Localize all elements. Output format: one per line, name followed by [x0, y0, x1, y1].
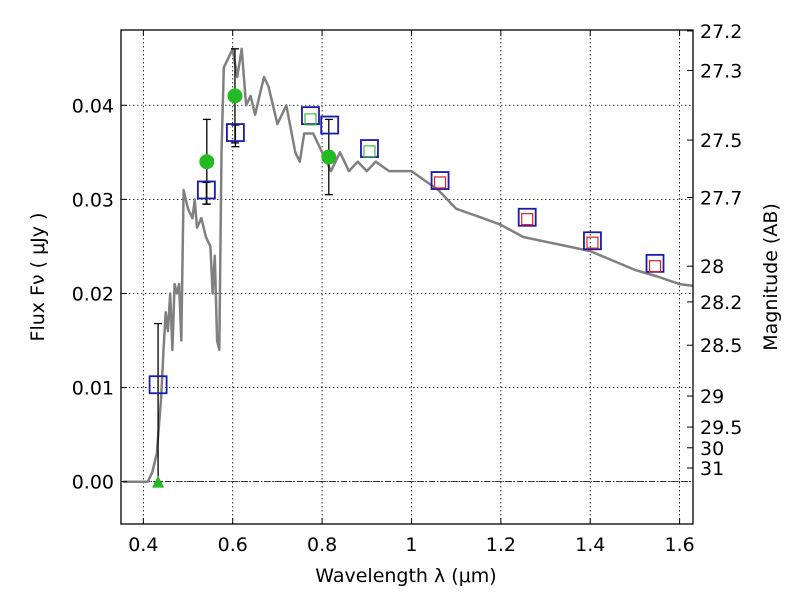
- blue-square-point: [196, 180, 216, 200]
- grid-lines: [121, 30, 693, 524]
- x-tick-label: 1.4: [575, 534, 605, 556]
- inner-square-point: [586, 236, 599, 249]
- y-tick-label: 0.00: [72, 472, 114, 494]
- right-tick-label: 28.2: [700, 292, 742, 314]
- model-sed-line: [123, 47, 694, 483]
- x-tick-label: 0.6: [218, 534, 248, 556]
- right-tick-label: 29: [700, 386, 724, 408]
- blue-square-point: [517, 207, 537, 227]
- inner-square-point: [648, 260, 662, 273]
- blue-square-point: [320, 115, 340, 135]
- green-circle-point: [199, 154, 215, 170]
- x-axis-label: Wavelength λ (μm): [315, 565, 496, 587]
- green-triangle-point: [152, 475, 165, 488]
- x-tick-label: 1: [405, 534, 417, 556]
- x-tick-label: 1.2: [486, 534, 516, 556]
- x-tick-label: 1.6: [664, 534, 694, 556]
- blue-square-point: [583, 231, 602, 251]
- green-circle-point: [321, 149, 337, 165]
- inner-square-point: [363, 145, 376, 158]
- inner-square-point: [304, 113, 317, 126]
- inner-square-point: [521, 213, 534, 226]
- y-axis-left-label: Flux Fν ( μJy ): [27, 213, 49, 342]
- y-axis-right-label: Magnitude (AB): [760, 203, 782, 351]
- x-tick-label: 0.8: [307, 534, 337, 556]
- blue-square-point: [430, 171, 450, 190]
- y-tick-label: 0.01: [72, 378, 114, 400]
- right-tick-label: 31: [700, 458, 724, 480]
- blue-square-point: [148, 375, 168, 395]
- y-tick-label: 0.02: [72, 283, 114, 305]
- green-circle-point: [227, 88, 243, 104]
- right-tick-label: 27.2: [700, 21, 742, 43]
- right-tick-label: 29.5: [700, 417, 742, 439]
- y-tick-label: 0.04: [72, 95, 114, 117]
- axis-ticks: 0.4 0.6 0.8 1 1.2 1.4 1.6 0.00 0.01 0.02 0.03 0.04 2…: [72, 21, 743, 556]
- right-tick-label: 27.7: [700, 187, 742, 209]
- inner-square-point: [433, 176, 447, 189]
- blue-square-point: [225, 123, 245, 142]
- x-tick-label: 0.4: [128, 534, 158, 556]
- right-tick-label: 27.3: [700, 60, 742, 82]
- y-tick-label: 0.03: [72, 189, 114, 211]
- right-tick-label: 28.5: [700, 335, 742, 357]
- data-series: [123, 47, 694, 488]
- blue-square-point: [301, 106, 320, 126]
- right-tick-label: 27.5: [700, 130, 742, 152]
- right-tick-label: 28: [700, 256, 724, 278]
- plot-frame: [120, 29, 694, 525]
- right-tick-label: 30: [700, 438, 724, 460]
